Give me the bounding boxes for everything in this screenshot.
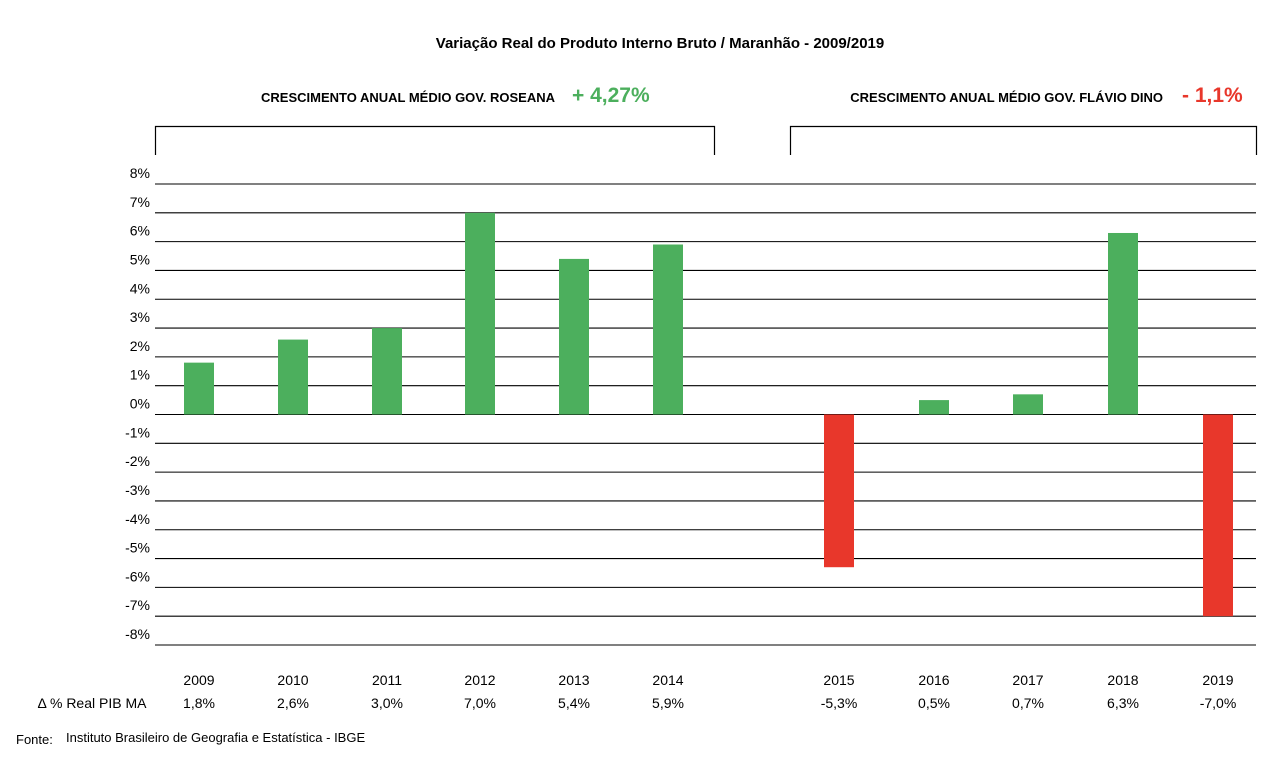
annotation-dino: CRESCIMENTO ANUAL MÉDIO GOV. FLÁVIO DINO… bbox=[789, 84, 1258, 155]
bar-2019 bbox=[1203, 414, 1233, 617]
y-tick-label: -1% bbox=[125, 424, 150, 440]
y-tick-label: -6% bbox=[125, 568, 150, 584]
y-tick-label: -8% bbox=[125, 626, 150, 642]
value-label: 7,0% bbox=[464, 695, 496, 711]
bar-2016 bbox=[919, 400, 949, 415]
value-label: 3,0% bbox=[371, 695, 403, 711]
bars bbox=[184, 212, 1233, 617]
value-label: -5,3% bbox=[821, 695, 858, 711]
x-tick-label: 2015 bbox=[823, 672, 854, 688]
y-tick-label: 6% bbox=[130, 223, 150, 239]
value-label: -7,0% bbox=[1200, 695, 1237, 711]
y-tick-label: 8% bbox=[130, 165, 150, 181]
value-label: 1,8% bbox=[183, 695, 215, 711]
x-tick-label: 2016 bbox=[918, 672, 949, 688]
chart-title: Variação Real do Produto Interno Bruto /… bbox=[436, 35, 884, 52]
y-tick-label: 3% bbox=[130, 309, 150, 325]
x-tick-label: 2012 bbox=[464, 672, 495, 688]
bar-2013 bbox=[559, 258, 589, 415]
y-tick-label: 1% bbox=[130, 367, 150, 383]
y-tick-label: 4% bbox=[130, 280, 150, 296]
x-tick-label: 2011 bbox=[372, 672, 402, 688]
value-row: Δ % Real PIB MA 1,8% 2,6% 3,0% 7,0% 5,4% 5,9%… bbox=[38, 695, 1237, 711]
value-label: 5,4% bbox=[558, 695, 590, 711]
annotation-roseana-bracket bbox=[154, 125, 716, 155]
y-axis-ticks: 8% 7% 6% 5% 4% 3% 2% 1% 0% -1% -2% -3% -4% -5% -6% -7% -… bbox=[125, 165, 150, 642]
value-label: 5,9% bbox=[652, 695, 684, 711]
bar-2015 bbox=[824, 414, 854, 568]
value-row-label: Δ % Real PIB MA bbox=[38, 695, 148, 711]
y-tick-label: -7% bbox=[125, 597, 150, 613]
annotation-dino-bracket bbox=[789, 125, 1258, 155]
bar-2011 bbox=[372, 328, 402, 415]
annotation-dino-label: CRESCIMENTO ANUAL MÉDIO GOV. FLÁVIO DINO bbox=[850, 90, 1163, 105]
y-tick-label: 2% bbox=[130, 338, 150, 354]
x-tick-label: 2013 bbox=[558, 672, 589, 688]
annotation-roseana-value: + 4,27% bbox=[572, 84, 650, 107]
source-text: Instituto Brasileiro de Geografia e Esta… bbox=[66, 730, 365, 745]
bar-2012 bbox=[465, 212, 495, 415]
annotation-roseana-label: CRESCIMENTO ANUAL MÉDIO GOV. ROSEANA bbox=[261, 90, 556, 105]
x-tick-label: 2018 bbox=[1107, 672, 1138, 688]
y-tick-label: 0% bbox=[130, 396, 150, 412]
y-tick-label: -2% bbox=[125, 453, 150, 469]
x-tick-label: 2019 bbox=[1202, 672, 1233, 688]
y-tick-label: -5% bbox=[125, 540, 150, 556]
x-tick-label: 2014 bbox=[652, 672, 683, 688]
bar-2018 bbox=[1108, 232, 1138, 415]
value-label: 6,3% bbox=[1107, 695, 1139, 711]
source-note: Fonte: Instituto Brasileiro de Geografia… bbox=[16, 730, 365, 747]
annotation-dino-value: - 1,1% bbox=[1182, 84, 1243, 107]
bar-2017 bbox=[1013, 394, 1043, 415]
source-label: Fonte: bbox=[16, 732, 53, 747]
value-label: 0,7% bbox=[1012, 695, 1044, 711]
y-tick-label: 7% bbox=[130, 194, 150, 210]
y-tick-label: -4% bbox=[125, 511, 150, 527]
bar-2010 bbox=[278, 339, 308, 415]
y-tick-label: -3% bbox=[125, 482, 150, 498]
x-tick-label: 2017 bbox=[1012, 672, 1043, 688]
annotation-roseana: CRESCIMENTO ANUAL MÉDIO GOV. ROSEANA + 4… bbox=[154, 84, 716, 155]
x-axis-categories: 2009 2010 2011 2012 2013 2014 2015 2016 2017 2018… bbox=[183, 672, 1233, 688]
value-label: 0,5% bbox=[918, 695, 950, 711]
value-label: 2,6% bbox=[277, 695, 309, 711]
x-tick-label: 2010 bbox=[277, 672, 308, 688]
x-tick-label: 2009 bbox=[183, 672, 214, 688]
bar-2009 bbox=[184, 362, 214, 415]
y-tick-label: 5% bbox=[130, 251, 150, 267]
bar-2014 bbox=[653, 244, 683, 415]
gridlines bbox=[155, 183, 1256, 646]
